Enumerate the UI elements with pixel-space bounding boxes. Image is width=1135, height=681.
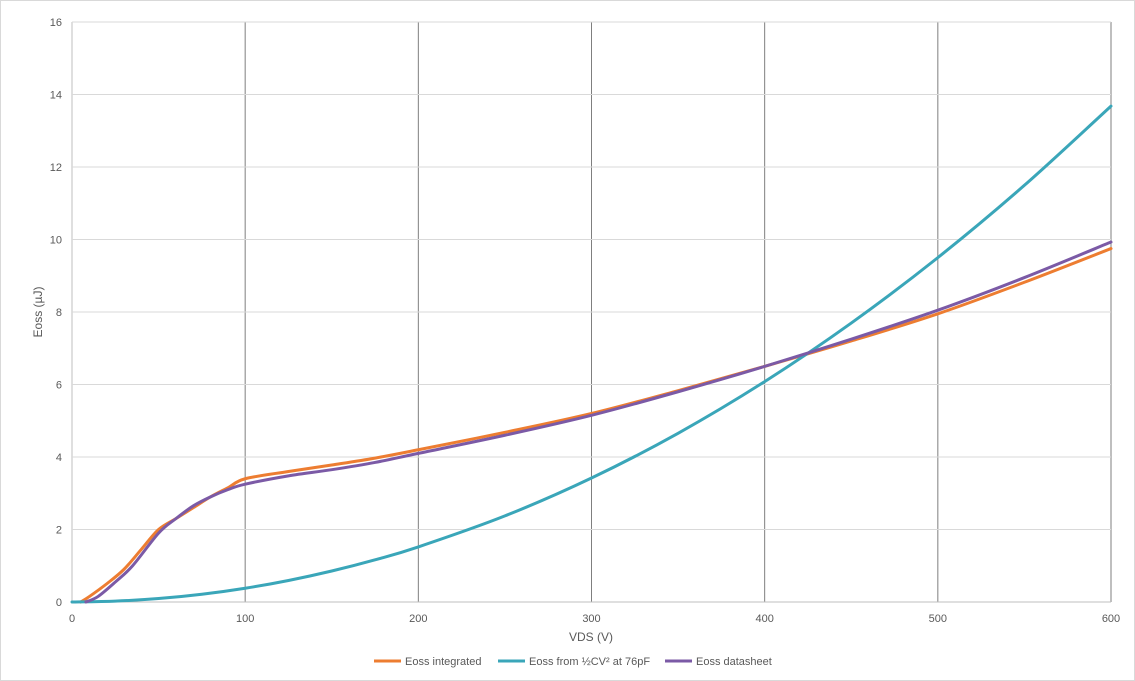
x-axis-title: VDS (V) — [569, 630, 613, 644]
horizontal-gridlines — [72, 21, 1111, 530]
y-tick-label: 10 — [50, 235, 62, 247]
series-line-eoss-from-cv-at-76pf — [70, 104, 1113, 604]
y-tick-labels: 0 2 4 6 8 10 12 14 16 — [50, 17, 62, 609]
x-tick-label: 100 — [236, 613, 254, 625]
x-tick-label: 500 — [929, 613, 947, 625]
x-tick-label: 0 — [69, 613, 75, 625]
x-tick-label: 300 — [582, 613, 600, 625]
y-tick-label: 6 — [56, 380, 62, 392]
x-tick-labels: 0 100 200 300 400 500 600 — [69, 613, 1120, 625]
y-tick-label: 4 — [56, 452, 62, 464]
y-tick-label: 0 — [56, 597, 62, 609]
y-tick-label: 8 — [56, 307, 62, 319]
y-tick-label: 16 — [50, 17, 62, 29]
legend-label: Eoss datasheet — [696, 656, 772, 668]
legend-item: Eoss datasheet — [665, 656, 772, 668]
x-tick-label: 200 — [409, 613, 427, 625]
series-layer — [70, 104, 1113, 604]
x-tick-label: 400 — [755, 613, 773, 625]
legend: Eoss integrated Eoss from ½CV² at 76pF Eos… — [374, 656, 772, 668]
legend-item: Eoss from ½CV² at 76pF — [498, 656, 650, 668]
y-axis-title: Eoss (µJ) — [31, 287, 45, 338]
legend-label: Eoss from ½CV² at 76pF — [529, 656, 650, 668]
x-tick-label: 600 — [1102, 613, 1120, 625]
y-tick-label: 14 — [50, 90, 62, 102]
series-line-eoss-datasheet — [84, 240, 1113, 604]
y-tick-label: 12 — [50, 162, 62, 174]
series-line-eoss-integrated — [79, 247, 1113, 604]
y-tick-label: 2 — [56, 525, 62, 537]
legend-label: Eoss integrated — [405, 656, 481, 668]
legend-item: Eoss integrated — [374, 656, 481, 668]
